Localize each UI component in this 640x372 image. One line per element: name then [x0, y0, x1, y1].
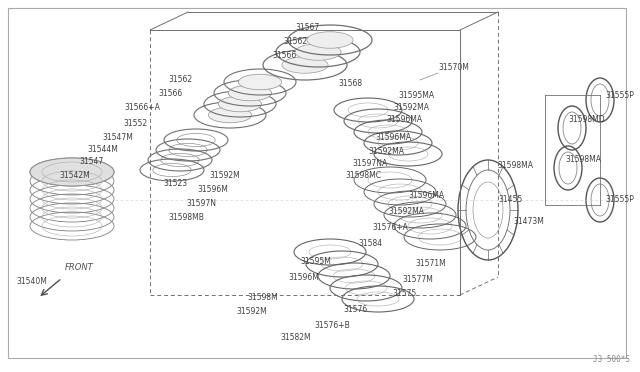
Text: 31576+A: 31576+A	[372, 224, 408, 232]
Text: 31576+B: 31576+B	[314, 321, 350, 330]
Text: 31596M: 31596M	[197, 186, 228, 195]
Text: 31566: 31566	[159, 89, 183, 97]
Text: 31597NA: 31597NA	[352, 158, 387, 167]
Text: 31455: 31455	[498, 196, 522, 205]
Text: 31567: 31567	[296, 23, 320, 32]
Text: 31566: 31566	[273, 51, 297, 60]
Ellipse shape	[282, 57, 328, 73]
Text: 31598MC: 31598MC	[345, 170, 381, 180]
Text: 31577M: 31577M	[402, 275, 433, 283]
Text: 31598M: 31598M	[247, 292, 278, 301]
Text: 31555P: 31555P	[605, 90, 634, 99]
Text: 31598MB: 31598MB	[168, 214, 204, 222]
Ellipse shape	[209, 107, 252, 123]
Ellipse shape	[228, 85, 271, 101]
Text: 31592M: 31592M	[209, 170, 240, 180]
Text: 31592MA: 31592MA	[393, 103, 429, 112]
Text: 31595M: 31595M	[301, 257, 332, 266]
Text: 31596MA: 31596MA	[375, 134, 411, 142]
Text: 31544M: 31544M	[87, 145, 118, 154]
Ellipse shape	[238, 74, 282, 90]
Ellipse shape	[30, 158, 114, 186]
Text: 31547: 31547	[80, 157, 104, 167]
Ellipse shape	[218, 96, 262, 112]
Text: 31566+A: 31566+A	[124, 103, 160, 112]
Text: 31547M: 31547M	[102, 134, 133, 142]
Text: 31592MA: 31592MA	[388, 208, 424, 217]
Text: 31596MA: 31596MA	[386, 115, 422, 124]
Text: 31582M: 31582M	[281, 334, 311, 343]
Text: 31592M: 31592M	[236, 308, 267, 317]
Text: 31595MA: 31595MA	[398, 90, 434, 99]
Text: 31571M: 31571M	[415, 259, 445, 267]
Text: 31523: 31523	[163, 179, 187, 187]
Text: 31542M: 31542M	[60, 170, 90, 180]
Text: 31568: 31568	[338, 78, 362, 87]
Text: 31555P: 31555P	[605, 196, 634, 205]
Text: 31598MA: 31598MA	[565, 155, 601, 164]
Text: FRONT: FRONT	[65, 263, 93, 272]
Ellipse shape	[295, 44, 341, 60]
Text: 31592MA: 31592MA	[368, 147, 404, 155]
Text: 31575: 31575	[392, 289, 416, 298]
Text: 31598MD: 31598MD	[568, 115, 605, 125]
Text: 31570M: 31570M	[438, 64, 469, 73]
Text: 31540M: 31540M	[17, 278, 47, 286]
Text: J3 500*S: J3 500*S	[593, 355, 630, 364]
Ellipse shape	[307, 32, 353, 48]
Text: 31576: 31576	[344, 305, 368, 314]
Text: 31552: 31552	[124, 119, 148, 128]
Text: 31596MA: 31596MA	[408, 192, 444, 201]
Text: 31597N: 31597N	[186, 199, 216, 208]
Text: 31596M: 31596M	[289, 273, 319, 282]
Text: 31598MA: 31598MA	[497, 160, 533, 170]
Text: 31562: 31562	[169, 76, 193, 84]
Text: 31584: 31584	[358, 240, 382, 248]
Text: 31473M: 31473M	[513, 218, 544, 227]
Text: 31562: 31562	[283, 38, 307, 46]
